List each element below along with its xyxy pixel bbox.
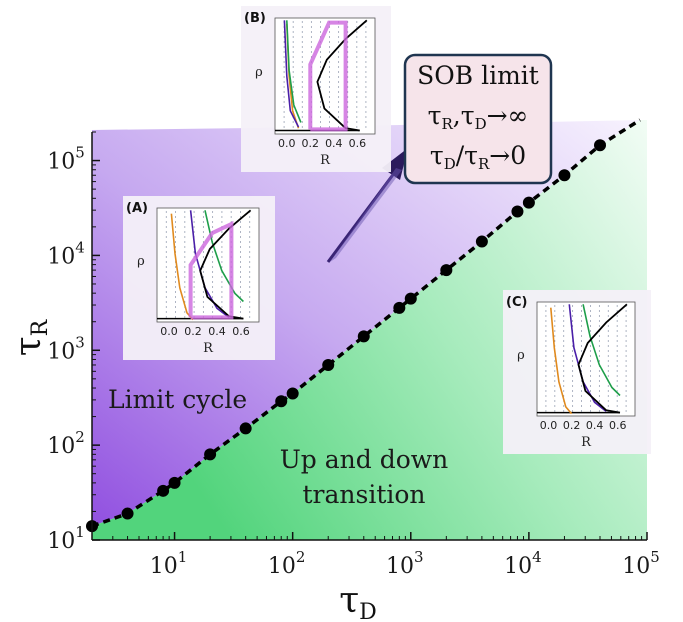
sob-line1: SOB limit — [417, 61, 539, 90]
sob-limit-box: SOB limit τR,τD→∞ τD/τR→0 — [403, 53, 553, 185]
boundary-marker — [357, 330, 370, 343]
boundary-markers — [86, 139, 606, 533]
up-down-label-line1: Up and down — [280, 445, 449, 474]
inset-curve-orange — [550, 307, 573, 415]
up-down-label-line2: transition — [302, 480, 425, 509]
inset-x-tick: 0.6 — [609, 419, 627, 432]
x-ticks: 101 102 103 104 105 — [91, 532, 660, 579]
y-axis-title: τR — [8, 318, 53, 356]
boundary-marker — [522, 196, 535, 209]
boundary-marker — [168, 476, 181, 489]
boundary-marker — [511, 205, 524, 218]
boundary-marker — [121, 507, 134, 520]
inset-curve-green — [204, 210, 244, 303]
boundary-marker — [239, 422, 252, 435]
inset-x-tick: 0.0 — [160, 325, 178, 338]
x-tick-label: 103 — [386, 548, 424, 579]
y-tick-label: 103 — [47, 333, 85, 364]
sob-arrow-shadow — [330, 168, 402, 262]
y-tick-label: 104 — [47, 238, 85, 269]
inset-x-tick: 0.4 — [586, 419, 604, 432]
inset-curve-green — [286, 20, 302, 123]
inset-x-tick: 0.2 — [302, 137, 320, 150]
boundary-marker — [593, 139, 606, 152]
boundary-marker — [558, 169, 571, 182]
inset-b: 0.0 0.2 0.4 0.6 Rρ (B) — [241, 6, 391, 172]
inset-limit-cycle — [188, 220, 234, 320]
axes: 101 102 103 104 105 101 102 103 104 105 — [47, 131, 660, 579]
sob-line2: τR,τD→∞ — [428, 101, 529, 133]
boundary-marker — [157, 484, 170, 497]
inset-tag: (B) — [244, 11, 266, 26]
x-tick-label: 104 — [504, 548, 542, 579]
y-tick-label: 105 — [47, 144, 85, 175]
inset-x-tick: 0.6 — [349, 137, 367, 150]
inset-x-label: R — [320, 153, 331, 168]
boundary-marker — [286, 387, 299, 400]
y-tick-label: 101 — [47, 523, 85, 554]
boundary-marker — [322, 358, 335, 371]
y-ticks: 101 102 103 104 105 — [47, 131, 100, 554]
sob-box-bg — [403, 53, 553, 185]
inset-y-label: ρ — [255, 65, 263, 80]
inset-x-tick: 0.4 — [208, 325, 226, 338]
boundary-marker — [404, 292, 417, 305]
inset-y-label: ρ — [137, 254, 145, 269]
inset-limit-cycle — [308, 20, 348, 132]
inset-tag: (C) — [506, 295, 527, 310]
inset-x-tick: 0.2 — [184, 325, 202, 338]
boundary-marker — [440, 264, 453, 277]
inset-curve-green — [582, 304, 621, 397]
inset-tag: (A) — [126, 201, 148, 216]
inset-x-tick: 0.0 — [278, 137, 296, 150]
x-tick-label: 105 — [622, 548, 660, 579]
y-tick-label: 102 — [47, 428, 85, 459]
boundary-marker — [275, 395, 288, 408]
inset-curve-black — [577, 303, 628, 414]
inset-x-tick: 0.4 — [325, 137, 343, 150]
inset-x-label: R — [581, 435, 592, 450]
inset-y-label: ρ — [517, 348, 525, 363]
boundary-marker — [204, 448, 217, 461]
inset-x-tick: 0.2 — [563, 419, 581, 432]
inset-curve-purple — [283, 20, 300, 128]
sob-line3: τD/τR→0 — [430, 141, 526, 173]
inset-c: 0.0 0.2 0.4 0.6 Rρ (C) — [503, 290, 651, 454]
inset-x-label: R — [203, 341, 214, 356]
boundary-marker — [475, 235, 488, 248]
inset-x-tick: 0.6 — [232, 325, 250, 338]
inset-x-tick: 0.0 — [540, 419, 558, 432]
boundary-marker — [393, 301, 406, 314]
x-axis-title: τD — [339, 580, 377, 622]
x-tick-label: 101 — [150, 548, 188, 579]
inset-a: 0.0 0.2 0.4 0.6 Rρ (A) — [123, 196, 275, 360]
limit-cycle-label: Limit cycle — [108, 385, 247, 414]
x-tick-label: 102 — [268, 548, 306, 579]
